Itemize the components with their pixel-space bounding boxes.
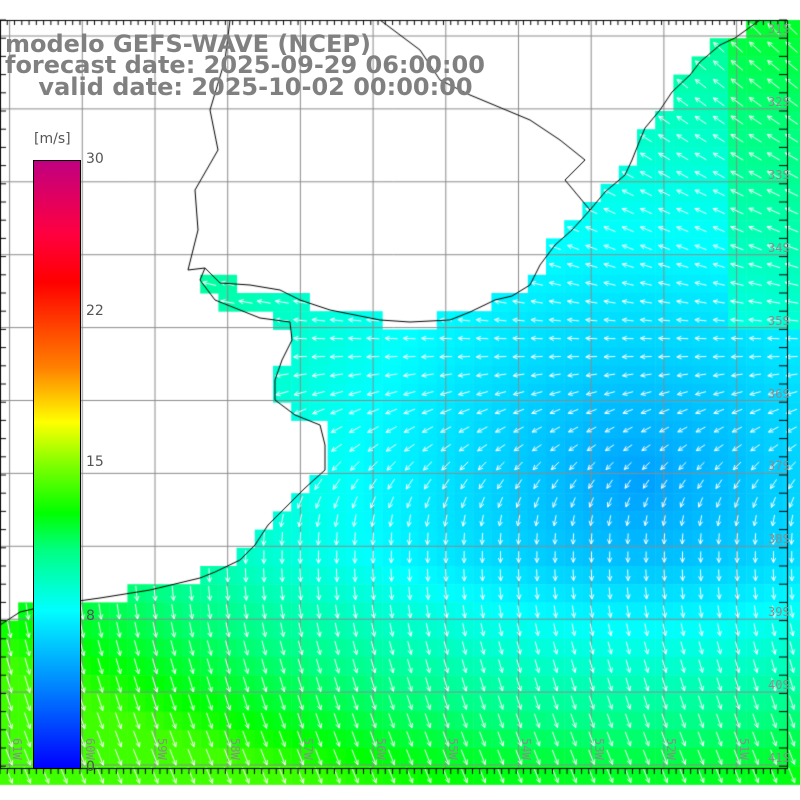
valid-date: valid date: 2025-10-02 00:00:00	[5, 73, 473, 101]
lon-label: 53W	[591, 738, 606, 760]
lat-label: 39S	[768, 605, 790, 620]
model-title: modelo GEFS-WAVE (NCEP)	[5, 30, 371, 58]
lat-label: 40S	[768, 678, 790, 693]
colorbar-label: 0	[86, 759, 95, 775]
lon-label: 51W	[737, 738, 751, 760]
colorbar-label: 15	[86, 454, 104, 470]
lon-label: 55W	[446, 738, 461, 760]
lat-label: 37S	[768, 459, 790, 474]
colorbar-unit: [m/s]	[34, 131, 71, 147]
lon-label: 56W	[373, 738, 388, 760]
lat-label: 35S	[768, 313, 790, 328]
lat-label: 41S	[768, 751, 790, 765]
colorbar-label: 8	[86, 608, 95, 624]
lon-label: 57W	[300, 738, 315, 760]
lon-label: 58W	[228, 738, 243, 760]
colorbar-label: 30	[86, 151, 104, 167]
lon-label: 59W	[155, 738, 170, 760]
lon-label: 54W	[518, 738, 533, 760]
lon-label: 52W	[664, 738, 679, 760]
colorbar-label: 22	[86, 303, 104, 319]
colorbar	[33, 160, 81, 769]
lat-label: 36S	[768, 386, 790, 401]
lat-label: 38S	[768, 532, 790, 547]
lon-label: 61W	[10, 738, 24, 760]
lat-label: 34S	[768, 240, 790, 255]
forecast-date: forecast date: 2025-09-29 06:00:00	[5, 51, 485, 79]
lon-label: 60W	[82, 738, 97, 760]
lat-label: 31S	[768, 22, 790, 36]
lat-label: 32S	[768, 94, 790, 109]
lat-label: 33S	[768, 167, 790, 182]
